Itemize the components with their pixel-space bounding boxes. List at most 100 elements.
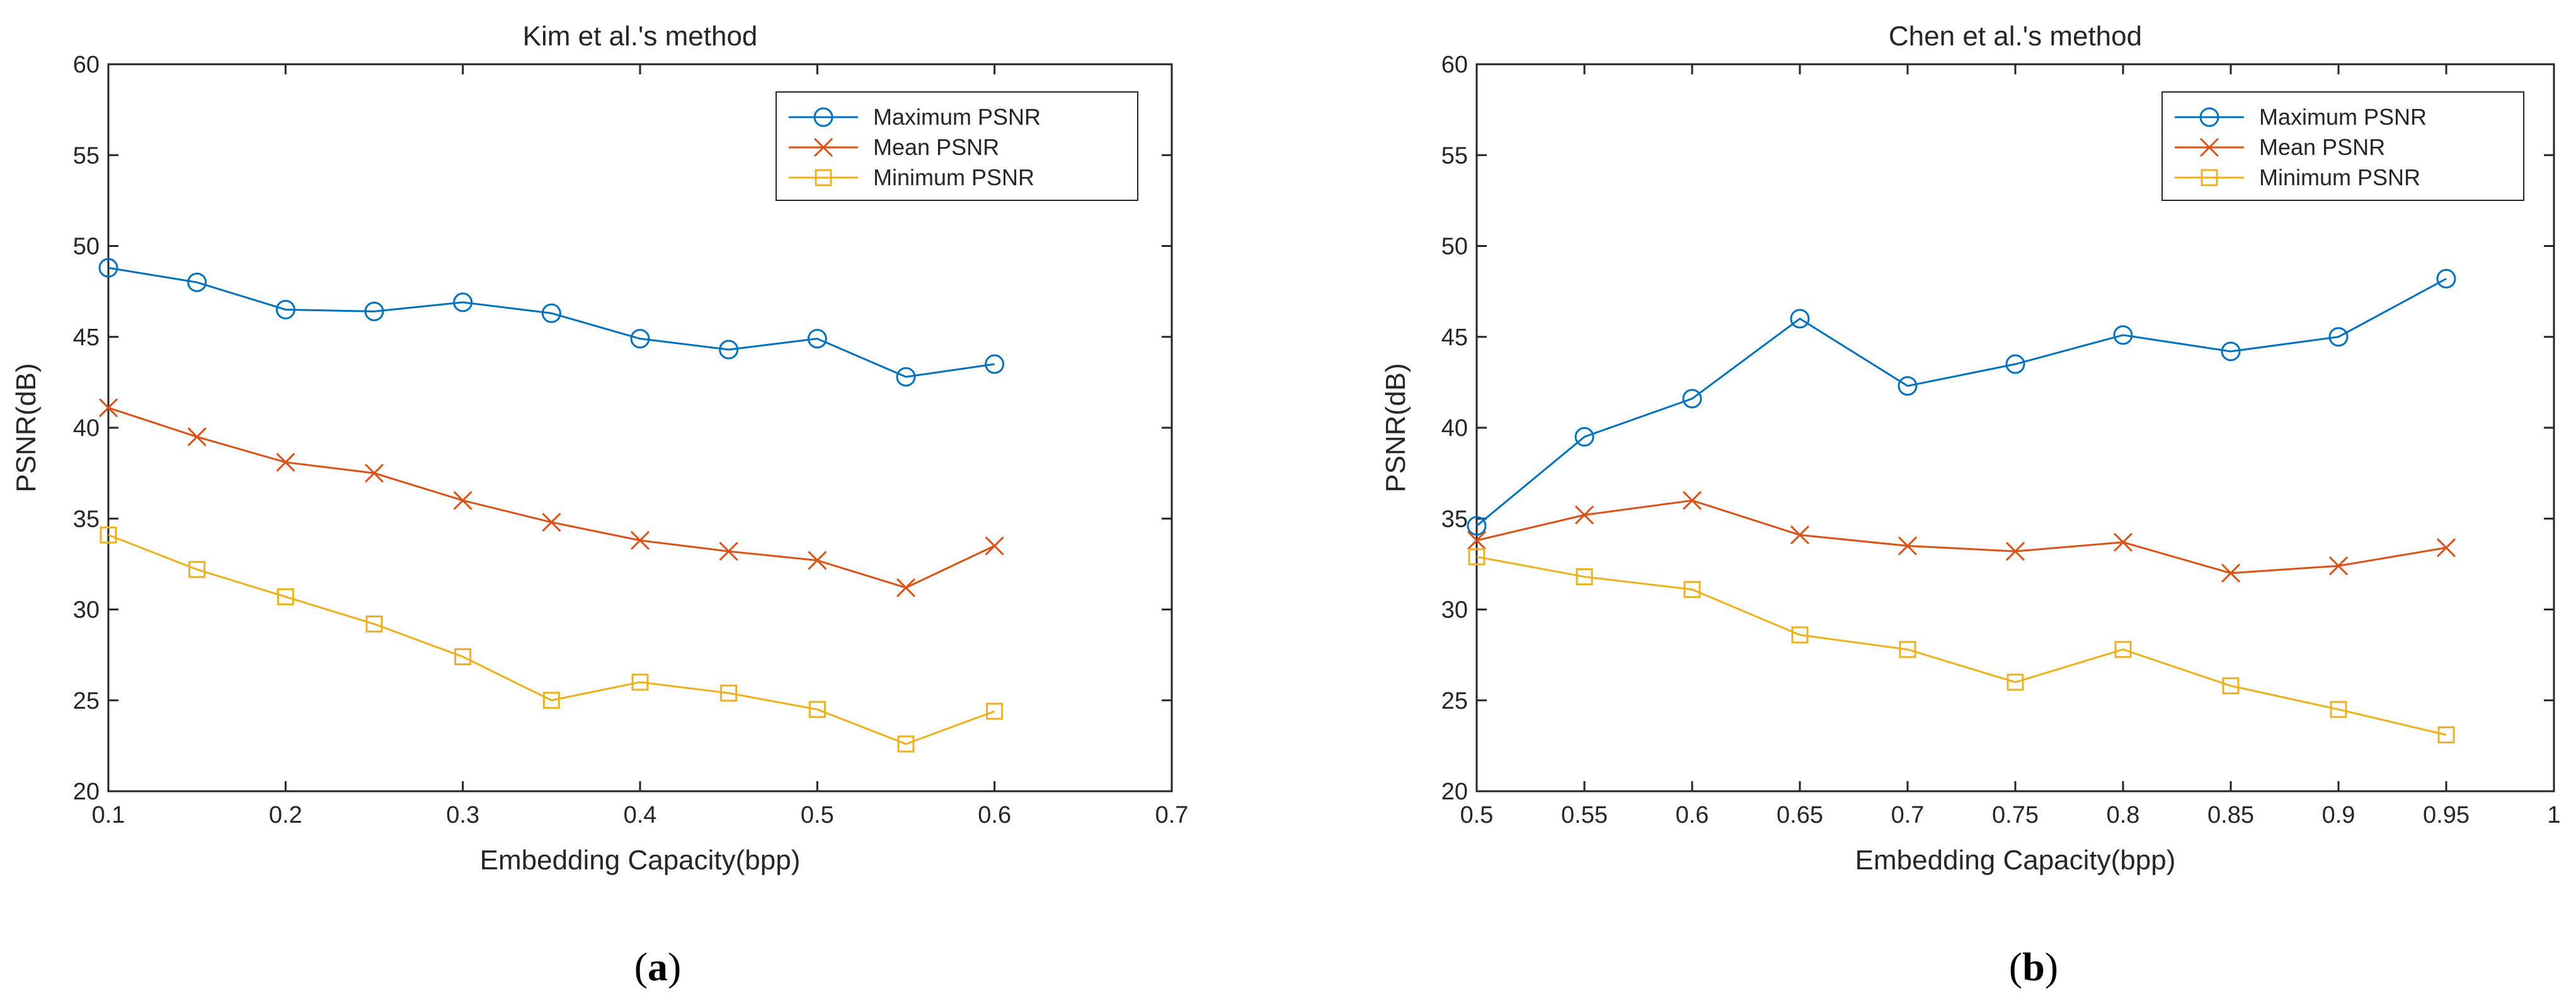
- data-point-maximum-psnr-a: [541, 303, 561, 323]
- data-point-minimum-psnr-a: [365, 615, 383, 633]
- y-tick-label-b: 35: [1441, 506, 1468, 532]
- data-point-mean-psnr-a: [364, 464, 384, 483]
- data-point-minimum-psnr-b: [2437, 726, 2455, 744]
- data-point-maximum-psnr-b: [2005, 354, 2025, 374]
- caption-a-open: (: [634, 944, 648, 989]
- data-point-mean-psnr-a: [719, 542, 738, 561]
- data-point-minimum-psnr-a: [188, 561, 206, 578]
- data-point-maximum-psnr-b: [1682, 389, 1702, 409]
- data-point-maximum-psnr-b: [1898, 376, 1918, 396]
- data-point-minimum-psnr-b: [1468, 548, 1485, 566]
- legend-label-minimum-psnr-a: Minimum PSNR: [873, 164, 1034, 190]
- legend-marker-mean-psnr-b: [2199, 137, 2219, 157]
- legend-box-b: [2161, 91, 2524, 201]
- data-point-mean-psnr-b: [2113, 532, 2133, 552]
- data-point-maximum-psnr-b: [1574, 426, 1594, 447]
- chart-title-a: Kim et al.'s method: [523, 21, 758, 52]
- data-point-maximum-psnr-a: [719, 340, 739, 360]
- data-point-mean-psnr-a: [542, 512, 561, 532]
- data-point-mean-psnr-a: [808, 551, 827, 570]
- data-point-mean-psnr-b: [2005, 542, 2025, 561]
- caption-a-letter: a: [648, 944, 668, 989]
- data-point-maximum-psnr-b: [2113, 325, 2133, 345]
- data-point-mean-psnr-a: [187, 427, 207, 447]
- data-point-maximum-psnr-a: [275, 299, 295, 319]
- y-axis-label-a: PSNR(dB): [11, 363, 42, 492]
- y-tick-label-b: 60: [1441, 52, 1468, 78]
- data-point-minimum-psnr-a: [808, 701, 826, 718]
- legend-marker-maximum-psnr-b: [2199, 107, 2219, 127]
- data-point-maximum-psnr-a: [985, 354, 1005, 374]
- caption-b-letter: b: [2022, 944, 2045, 989]
- x-tick-label-b: 0.9: [2322, 802, 2356, 828]
- data-point-mean-psnr-b: [1790, 525, 1810, 545]
- legend-label-mean-psnr-b: Mean PSNR: [2259, 134, 2385, 160]
- data-point-maximum-psnr-b: [1467, 516, 1487, 536]
- data-point-maximum-psnr-b: [1790, 309, 1810, 329]
- y-axis-label-b: PSNR(dB): [1380, 363, 1411, 492]
- data-point-mean-psnr-a: [453, 491, 472, 510]
- data-point-minimum-psnr-a: [897, 735, 915, 753]
- data-point-mean-psnr-b: [1574, 505, 1594, 525]
- data-point-minimum-psnr-b: [1683, 581, 1701, 598]
- legend-box-a: [776, 91, 1138, 201]
- panel-b-chen-chart: Chen et al.'s method Embedding Capacity(…: [1380, 21, 2561, 876]
- legend-b: Maximum PSNR Mean PSNR Minimum PSNR: [2161, 91, 2524, 201]
- x-tick-label-a: 0.7: [1155, 802, 1189, 828]
- series-line-minimum-psnr-a: [108, 534, 995, 745]
- caption-b-open: (: [2009, 944, 2022, 989]
- data-point-minimum-psnr-a: [631, 673, 649, 691]
- data-point-minimum-psnr-b: [1791, 626, 1809, 644]
- x-axis-label-b: Embedding Capacity(bpp): [1855, 845, 2176, 876]
- caption-b-close: ): [2045, 944, 2058, 989]
- data-point-mean-psnr-a: [985, 536, 1004, 556]
- y-tick-label-b: 25: [1441, 688, 1468, 714]
- data-point-maximum-psnr-a: [98, 258, 118, 278]
- y-tick-label-b: 20: [1441, 779, 1468, 805]
- y-tick-label-b: 55: [1441, 142, 1468, 169]
- data-point-minimum-psnr-b: [1576, 568, 1593, 586]
- data-point-mean-psnr-a: [98, 398, 118, 418]
- y-tick-label-a: 55: [73, 142, 100, 169]
- y-tick-label-a: 60: [73, 52, 100, 78]
- caption-a-close: ): [668, 944, 681, 989]
- y-tick-label-b: 45: [1441, 324, 1468, 351]
- caption-a: (a): [634, 944, 682, 989]
- series-line-maximum-psnr-b: [1476, 278, 2447, 527]
- y-tick-label-b: 50: [1441, 234, 1468, 260]
- y-tick-label-a: 30: [73, 597, 100, 624]
- x-tick-label-b: 0.55: [1561, 802, 1608, 828]
- series-line-mean-psnr-b: [1476, 499, 2447, 575]
- legend-marker-mean-psnr-a: [813, 137, 833, 157]
- data-point-maximum-psnr-a: [187, 272, 207, 292]
- x-tick-label-b: 0.8: [2107, 802, 2140, 828]
- y-tick-label-a: 40: [73, 415, 100, 442]
- series-line-minimum-psnr-b: [1476, 556, 2447, 736]
- x-tick-label-a: 0.2: [269, 802, 302, 828]
- x-tick-label-a: 0.3: [446, 802, 479, 828]
- x-tick-label-b: 0.5: [1460, 802, 1494, 828]
- x-axis-label-a: Embedding Capacity(bpp): [480, 845, 801, 876]
- data-point-mean-psnr-a: [896, 578, 916, 597]
- y-tick-label-a: 45: [73, 324, 100, 351]
- x-tick-label-b: 0.75: [1992, 802, 2039, 828]
- x-tick-label-a: 0.5: [801, 802, 834, 828]
- legend-label-minimum-psnr-b: Minimum PSNR: [2259, 164, 2420, 190]
- data-point-mean-psnr-a: [276, 452, 295, 472]
- data-point-minimum-psnr-a: [454, 648, 472, 666]
- chart-title-b: Chen et al.'s method: [1889, 21, 2142, 52]
- data-point-mean-psnr-b: [1467, 530, 1487, 550]
- data-point-maximum-psnr-a: [807, 329, 827, 349]
- data-point-minimum-psnr-b: [2006, 673, 2024, 691]
- y-tick-label-a: 25: [73, 688, 100, 714]
- data-point-mean-psnr-a: [630, 530, 650, 550]
- x-tick-label-b: 0.85: [2207, 802, 2254, 828]
- x-tick-label-b: 0.95: [2423, 802, 2470, 828]
- series-line-maximum-psnr-a: [108, 266, 995, 378]
- panel-a-kim-chart: Kim et al.'s method Embedding Capacity(b…: [11, 21, 1188, 876]
- x-tick-label-a: 0.4: [624, 802, 657, 828]
- data-point-mean-psnr-b: [2436, 538, 2456, 558]
- legend-label-mean-psnr-a: Mean PSNR: [873, 134, 999, 160]
- data-point-maximum-psnr-a: [896, 367, 916, 387]
